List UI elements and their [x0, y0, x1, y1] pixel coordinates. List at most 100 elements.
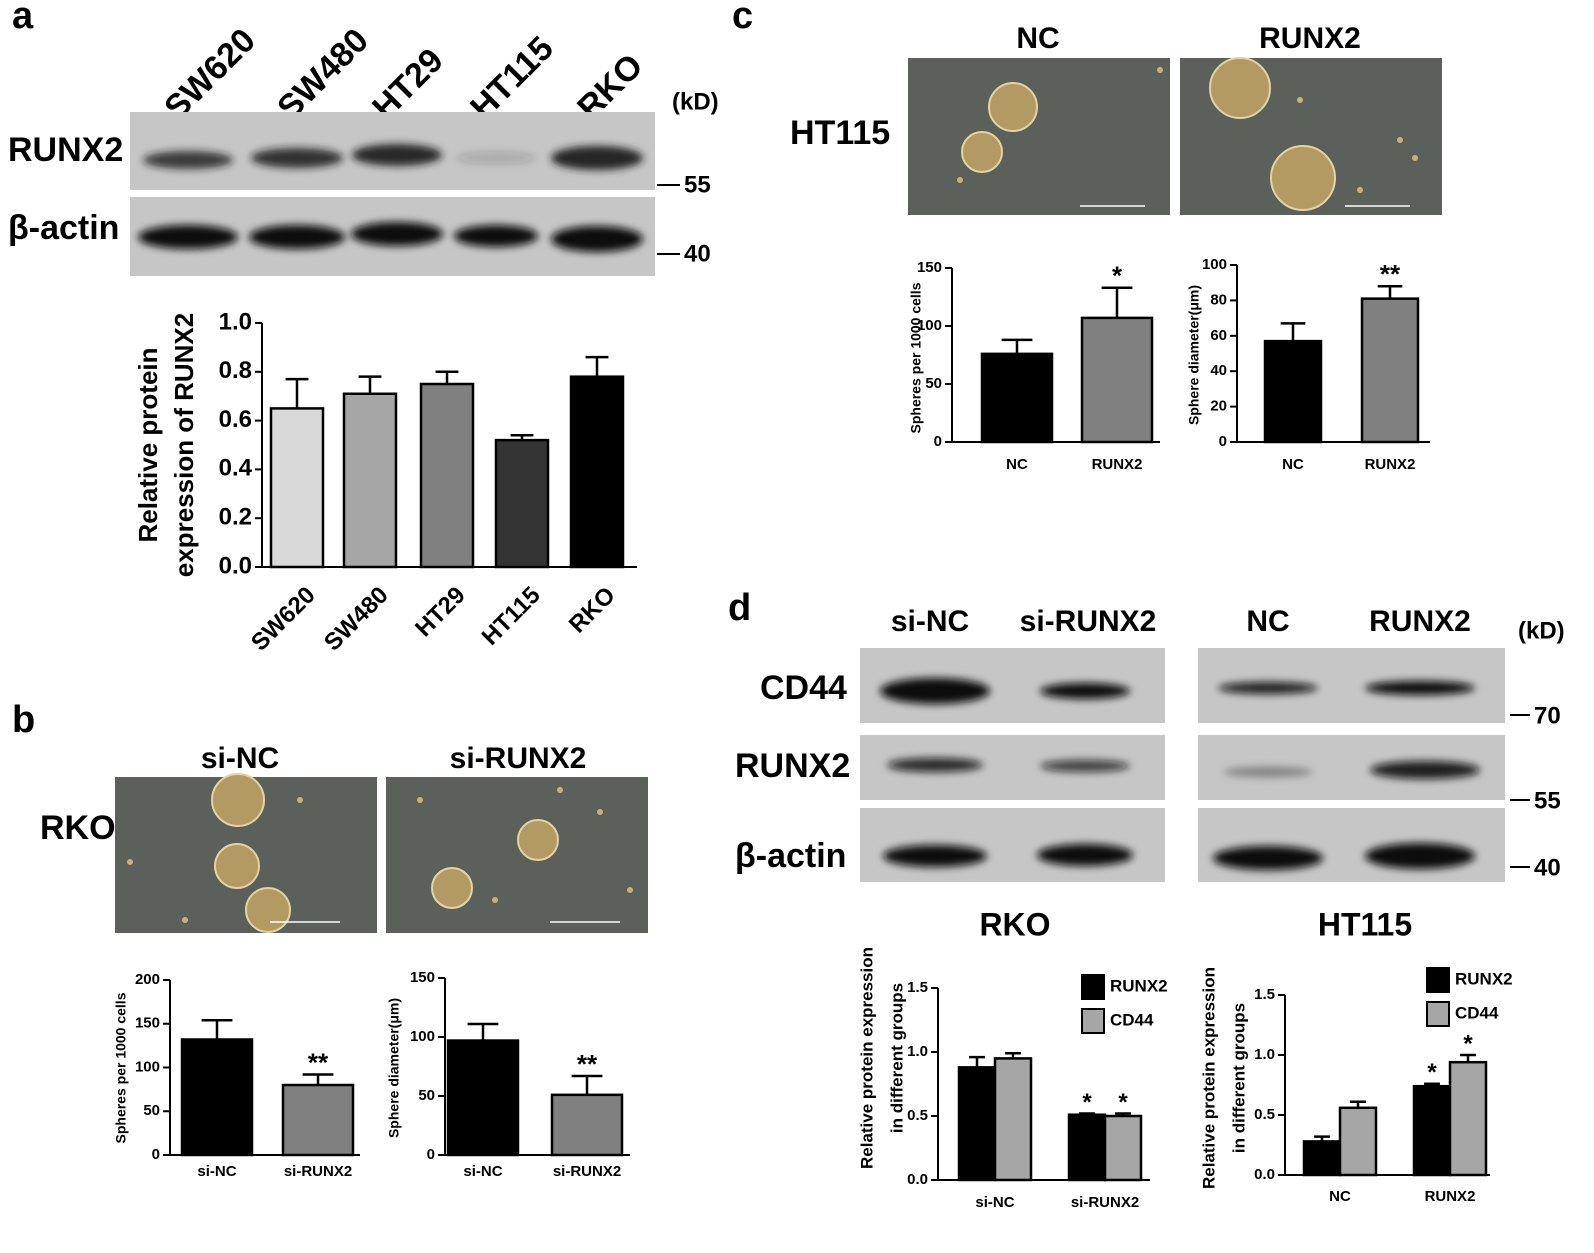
error-bar: [1005, 1052, 1021, 1059]
panel-label: d: [728, 587, 751, 629]
legend-swatch: [1081, 1008, 1105, 1034]
y-axis-label: Spheres per 1000 cells: [113, 992, 129, 1143]
significance: *: [1082, 1089, 1092, 1116]
y-tick-label: 0.2: [219, 504, 252, 531]
bar: [1412, 1084, 1452, 1177]
row-label: RUNX2: [8, 131, 123, 169]
bar: [180, 1038, 254, 1157]
spheres-b: si-NC si-RUNX2 RKO: [40, 742, 648, 933]
bar: [419, 382, 475, 569]
legend-label: RUNX2: [1110, 976, 1168, 995]
group-label: si-NC: [201, 742, 279, 775]
legend-swatch: [1081, 974, 1105, 1000]
x-tick-label: NC: [1006, 456, 1028, 473]
y-tick-label: 0.0: [219, 552, 252, 579]
legend-label: RUNX2: [1455, 969, 1513, 988]
chart-title: RKO: [979, 906, 1050, 942]
y-tick-label: 150: [135, 1015, 160, 1032]
legend-swatch: [1426, 967, 1450, 993]
significance: *: [1118, 1089, 1128, 1116]
y-tick-label: 0: [1219, 433, 1227, 450]
bar: [1263, 339, 1323, 444]
y-tick-label: 0: [152, 1146, 160, 1163]
y-tick-label: 200: [135, 971, 160, 988]
y-axis-label: Relative protein expression: [857, 947, 876, 1169]
error-bar: [1079, 1112, 1095, 1115]
marker-label: 40: [684, 240, 711, 267]
chart-title: HT115: [1318, 906, 1412, 942]
y-axis-label: Spheres per 1000 cells: [908, 282, 924, 433]
x-tick-label: si-NC: [463, 1163, 502, 1180]
bar: [1080, 316, 1154, 444]
row-label: β-actin: [735, 837, 846, 875]
y-tick-label: 150: [917, 259, 942, 276]
x-tick-label: si-RUNX2: [284, 1163, 352, 1180]
y-tick-label: 50: [418, 1087, 435, 1104]
y-tick-label: 0.4: [219, 455, 253, 482]
y-tick-label: 100: [1202, 256, 1227, 273]
significance: *: [1463, 1030, 1473, 1057]
row-label: β-actin: [8, 209, 119, 247]
y-tick-label: 80: [1210, 291, 1227, 308]
significance: **: [1380, 259, 1401, 289]
legend-swatch: [1426, 1001, 1450, 1027]
bar: [569, 375, 625, 569]
y-tick-label: 50: [143, 1102, 160, 1119]
x-tick-label: si-RUNX2: [1071, 1194, 1139, 1211]
error-bar: [1115, 1112, 1131, 1116]
error-bar: [1460, 1053, 1476, 1063]
bar: [1067, 1113, 1107, 1182]
x-tick-label: RUNX2: [1092, 456, 1143, 473]
bar: [1448, 1060, 1488, 1177]
bar: [1302, 1140, 1342, 1177]
bar: [446, 1039, 520, 1157]
error-bar: [1350, 1100, 1366, 1108]
error-bar: [585, 355, 609, 377]
spheres-c: NC RUNX2 HT115: [790, 22, 1442, 215]
y-tick-label: 100: [917, 317, 942, 334]
y-axis-label: Sphere diameter(μm): [386, 998, 402, 1138]
bar: [494, 438, 550, 569]
error-bar: [571, 1074, 603, 1095]
marker-label: 40: [1534, 854, 1561, 881]
error-bar: [302, 1073, 334, 1085]
y-tick-label: 1.0: [219, 308, 252, 335]
y-tick-label: 0.6: [219, 406, 252, 433]
y-axis-label: in different groups: [887, 983, 906, 1133]
y-tick-label: 1.5: [907, 979, 928, 996]
y-tick-label: 0.8: [219, 357, 252, 384]
legend-label: CD44: [1455, 1003, 1499, 1022]
bar: [993, 1057, 1033, 1182]
significance: **: [308, 1047, 329, 1077]
x-tick-label: NC: [1329, 1188, 1351, 1205]
group-label: RUNX2: [1259, 22, 1361, 55]
x-tick-label: NC: [1282, 456, 1304, 473]
y-axis-label: Sphere diameter(μm): [1186, 285, 1202, 425]
error-bar: [1001, 338, 1033, 354]
y-axis-label: in different groups: [1229, 1003, 1248, 1153]
group-label: NC: [1016, 22, 1059, 55]
lane-label: si-RUNX2: [1020, 605, 1157, 638]
bar: [269, 407, 325, 569]
error-bar: [1377, 284, 1403, 299]
y-axis-label: Relative protein expression: [1199, 967, 1218, 1189]
bar: [957, 1066, 997, 1182]
y-tick-label: 1.5: [1254, 986, 1275, 1003]
x-tick-label: RUNX2: [1365, 456, 1416, 473]
y-tick-label: 150: [410, 969, 435, 986]
group-label: si-RUNX2: [450, 742, 587, 775]
error-bar: [1314, 1135, 1330, 1142]
y-tick-label: 50: [925, 375, 942, 392]
y-tick-label: 0.0: [1254, 1166, 1275, 1183]
y-tick-label: 60: [1210, 327, 1227, 344]
marker-label: 70: [1534, 702, 1561, 729]
lane-label: RUNX2: [1369, 605, 1471, 638]
unit-label: (kD): [1518, 617, 1565, 644]
bar: [1360, 297, 1420, 444]
bar: [281, 1083, 355, 1157]
error-bar: [510, 433, 534, 441]
y-axis-label: Relative protein: [133, 347, 163, 542]
bar: [1103, 1114, 1143, 1182]
error-bar: [467, 1022, 499, 1041]
